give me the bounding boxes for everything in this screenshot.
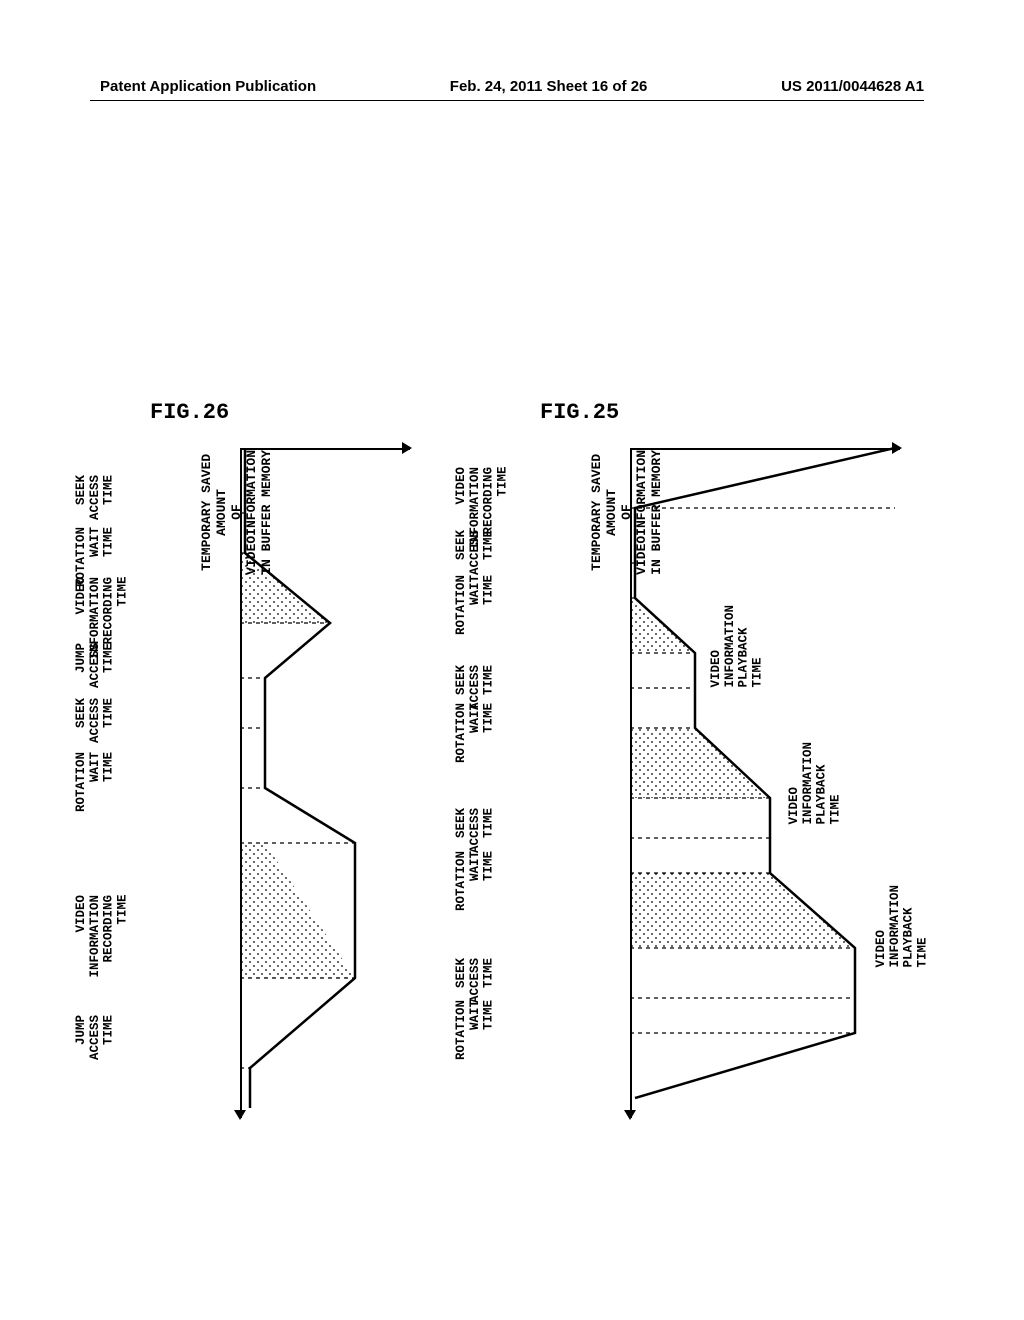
page: Patent Application Publication Feb. 24, … — [0, 0, 1024, 1320]
fig25-playback-label: VIDEO INFORMATION PLAYBACK TIME — [710, 605, 765, 688]
fig25-segment-label: ROTATION WAIT TIME — [455, 703, 496, 763]
fig25-playback-label: VIDEO INFORMATION PLAYBACK TIME — [875, 885, 930, 968]
fig26-svg — [240, 448, 410, 1118]
fig25-segment-label: SEEK ACCESS TIME — [455, 808, 496, 853]
fig26-segment-label: SEEK ACCESS TIME — [75, 698, 116, 743]
header-rule — [90, 100, 924, 101]
fig26-title: FIG.26 — [150, 400, 229, 425]
header-right: US 2011/0044628 A1 — [781, 78, 924, 95]
fig26-segment-label: JUMP ACCESS TIME — [75, 1015, 116, 1060]
header-center: Feb. 24, 2011 Sheet 16 of 26 — [450, 78, 648, 95]
fig25-segment-label: ROTATION WAIT TIME — [455, 1000, 496, 1060]
fig26-segment-label: JUMP ACCESS TIME — [75, 643, 116, 688]
fig25-segment-label: SEEK ACCESS TIME — [455, 530, 496, 575]
page-header: Patent Application Publication Feb. 24, … — [0, 78, 1024, 95]
fig25-segment-label: ROTATION WAIT TIME — [455, 575, 496, 635]
fig26-segment-label: VIDEO INFORMATION RECORDING TIME — [75, 895, 130, 978]
fig25-chart — [630, 448, 900, 1118]
fig25-segment-label: ROTATION WAIT TIME — [455, 851, 496, 911]
fig25-playback-label: VIDEO INFORMATION PLAYBACK TIME — [788, 742, 843, 825]
fig26-chart — [240, 448, 410, 1118]
fig26-segment-label: ROTATION WAIT TIME — [75, 752, 116, 812]
fig26-segment-label: SEEK ACCESS TIME — [75, 475, 116, 520]
fig25-title: FIG.25 — [540, 400, 619, 425]
fig25-segment-label: SEEK ACCESS TIME — [455, 958, 496, 1003]
header-left: Patent Application Publication — [100, 78, 316, 95]
fig25-svg — [630, 448, 900, 1118]
